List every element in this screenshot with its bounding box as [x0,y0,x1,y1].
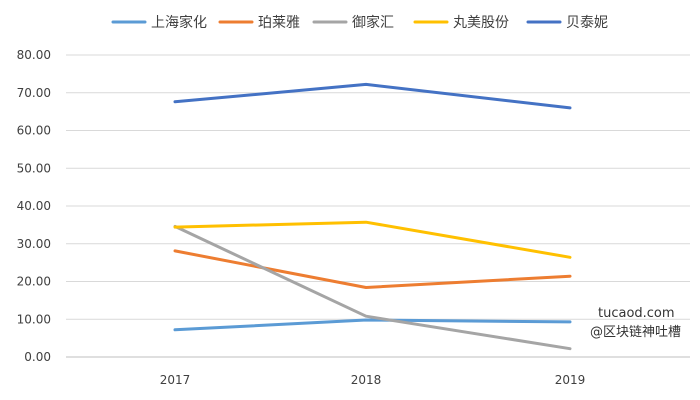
y-tick-label: 60.00 [17,124,51,138]
watermark-handle: @区块链神吐槽 [590,325,681,340]
y-tick-label: 50.00 [17,161,51,175]
watermark: tucaod.com @区块链神吐槽 [590,306,681,340]
legend-label: 贝泰妮 [566,15,608,31]
x-tick-label: 2018 [351,373,382,387]
y-axis-ticks: 0.00 10.00 20.00 30.00 40.00 50.00 60.00 70.00 8… [17,48,51,364]
series-line-1 [173,249,572,289]
legend: 上海家化 珀莱雅 御家汇 丸美股份 贝泰妮 [111,14,608,31]
x-tick-label: 2019 [555,373,586,387]
y-tick-label: 0.00 [24,350,51,364]
series-line-4 [173,82,572,110]
legend-label: 珀莱雅 [258,15,300,31]
x-axis-ticks: 2017 2018 2019 [160,373,586,387]
legend-label: 御家汇 [352,14,394,31]
gridlines [66,54,690,358]
series-line-0 [173,318,572,332]
watermark-site: tucaod.com [598,306,675,321]
y-tick-label: 70.00 [17,86,51,100]
y-tick-label: 10.00 [17,312,51,326]
legend-label: 上海家化 [151,14,207,31]
series-lines [173,82,572,351]
series-line-3 [173,220,572,259]
y-tick-label: 40.00 [17,199,51,213]
series-line-2 [173,224,572,351]
legend-label: 丸美股份 [453,15,509,31]
x-tick-label: 2017 [160,373,191,387]
y-tick-label: 80.00 [17,48,51,62]
y-tick-label: 30.00 [17,237,51,251]
y-tick-label: 20.00 [17,275,51,289]
